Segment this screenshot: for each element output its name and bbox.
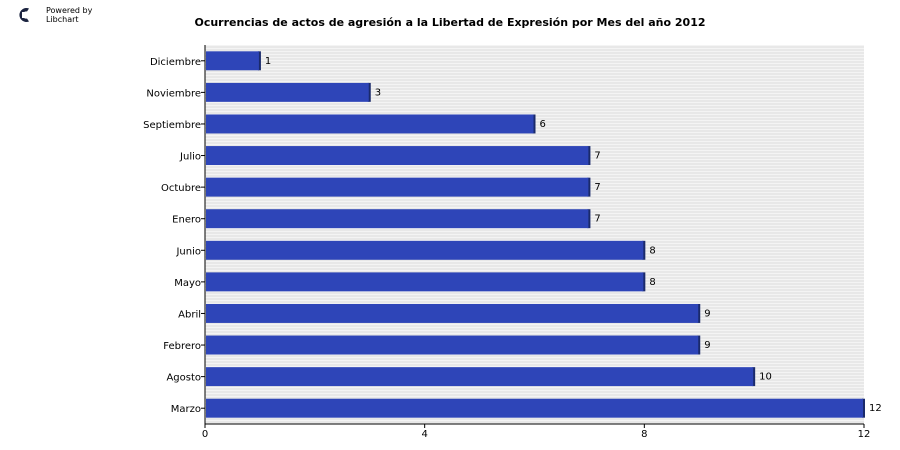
data-label: 6 xyxy=(540,119,546,130)
data-label: 8 xyxy=(649,245,655,256)
x-tick-label: 0 xyxy=(202,429,208,440)
data-label: 9 xyxy=(704,308,710,319)
bar-shadow xyxy=(697,335,701,355)
category-label: Octubre xyxy=(161,183,201,194)
category-label: Junio xyxy=(175,246,201,257)
data-label: 7 xyxy=(594,214,600,225)
powered-by-line1: Powered by xyxy=(46,6,93,15)
bar-shadow xyxy=(752,367,756,387)
bar-shadow xyxy=(257,51,261,71)
data-label: 9 xyxy=(704,340,710,351)
data-label: 7 xyxy=(594,151,600,162)
bar-shadow xyxy=(587,209,591,229)
data-label: 1 xyxy=(265,56,271,67)
bar-shadow xyxy=(642,272,646,292)
bar-shadow xyxy=(532,114,536,134)
bar xyxy=(206,240,644,260)
libchart-logo: Powered by Libchart xyxy=(16,5,106,27)
bar xyxy=(206,335,699,355)
category-label: Febrero xyxy=(163,341,201,352)
x-tick-label: 8 xyxy=(641,429,647,440)
bar-shadow xyxy=(862,398,865,418)
bar-shadow xyxy=(697,303,701,323)
category-label: Noviembre xyxy=(146,88,201,99)
category-label: Julio xyxy=(179,152,201,163)
bar xyxy=(206,272,644,292)
category-label: Septiembre xyxy=(143,120,201,131)
bar xyxy=(206,177,589,197)
bar xyxy=(206,209,589,229)
data-label: 8 xyxy=(649,277,655,288)
plot-background xyxy=(205,45,864,424)
bar xyxy=(206,303,699,323)
bar xyxy=(206,367,754,387)
x-tick-label: 12 xyxy=(858,429,871,440)
data-label: 7 xyxy=(594,182,600,193)
bar xyxy=(206,114,534,134)
x-tick-label: 4 xyxy=(421,429,427,440)
bar xyxy=(206,398,863,418)
powered-by-line2: Libchart xyxy=(46,15,79,24)
libchart-logo-icon xyxy=(19,8,29,22)
data-label: 3 xyxy=(375,87,381,98)
category-label: Agosto xyxy=(166,373,201,384)
category-label: Diciembre xyxy=(150,57,201,68)
category-label: Marzo xyxy=(171,404,201,415)
powered-by-text: Powered by Libchart xyxy=(46,6,92,24)
category-label: Abril xyxy=(178,309,201,320)
bar xyxy=(206,82,369,102)
bar-shadow xyxy=(642,240,646,260)
data-label: 12 xyxy=(869,403,882,414)
bar xyxy=(206,51,259,71)
data-label: 10 xyxy=(759,372,772,383)
bar xyxy=(206,146,589,166)
category-label: Mayo xyxy=(174,278,201,289)
bar-shadow xyxy=(587,146,591,166)
category-label: Enero xyxy=(172,215,201,226)
chart-title: Ocurrencias de actos de agresión a la Li… xyxy=(194,16,706,29)
bar-shadow xyxy=(367,82,371,102)
bar-shadow xyxy=(587,177,591,197)
